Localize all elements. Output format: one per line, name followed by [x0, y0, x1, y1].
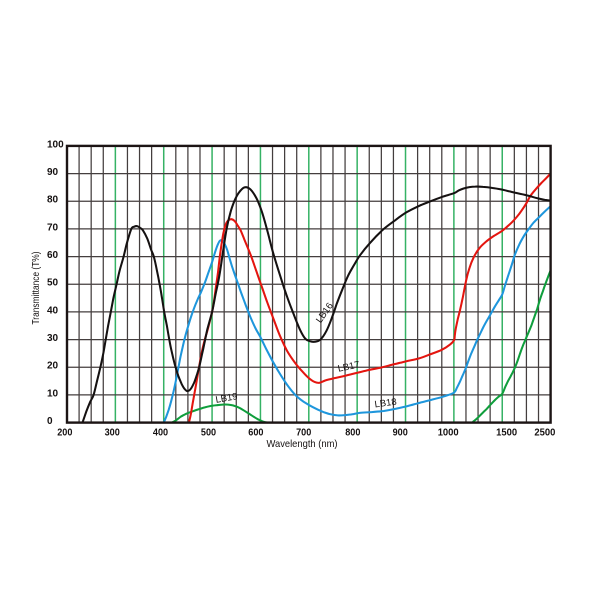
svg-text:30: 30: [47, 333, 59, 344]
svg-text:50: 50: [47, 278, 59, 289]
svg-text:70: 70: [47, 222, 59, 233]
svg-text:90: 90: [47, 167, 59, 178]
svg-text:800: 800: [345, 427, 361, 438]
svg-text:300: 300: [105, 427, 121, 438]
svg-text:0: 0: [47, 416, 53, 427]
svg-text:2500: 2500: [534, 427, 555, 438]
svg-text:1000: 1000: [438, 427, 459, 438]
svg-text:200: 200: [57, 427, 73, 438]
svg-text:LB17: LB17: [337, 359, 361, 374]
svg-text:Transmittance (T%): Transmittance (T%): [30, 252, 42, 325]
svg-text:400: 400: [153, 427, 169, 438]
svg-text:LB18: LB18: [374, 397, 398, 411]
svg-text:10: 10: [47, 388, 59, 399]
svg-text:500: 500: [201, 427, 217, 438]
svg-text:LB19: LB19: [215, 391, 239, 406]
svg-text:600: 600: [248, 427, 264, 438]
svg-text:Wavelength (nm): Wavelength (nm): [267, 438, 338, 450]
svg-text:20: 20: [47, 361, 59, 372]
svg-text:1500: 1500: [496, 427, 517, 438]
svg-text:900: 900: [393, 427, 409, 438]
svg-text:100: 100: [47, 139, 64, 150]
svg-text:60: 60: [47, 250, 59, 261]
svg-text:80: 80: [47, 195, 59, 206]
svg-text:700: 700: [296, 427, 312, 438]
svg-text:40: 40: [47, 305, 59, 316]
